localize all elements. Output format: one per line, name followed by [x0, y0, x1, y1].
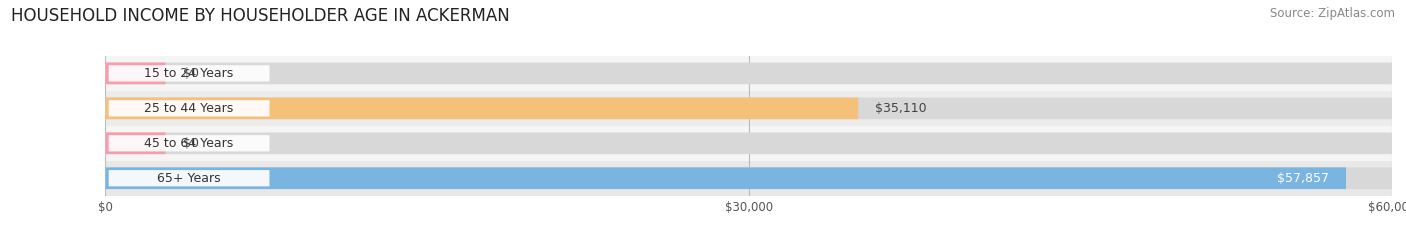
Text: 65+ Years: 65+ Years — [157, 172, 221, 185]
FancyBboxPatch shape — [105, 167, 1346, 189]
Bar — [105, 161, 1392, 196]
FancyBboxPatch shape — [105, 97, 858, 119]
Text: $57,857: $57,857 — [1277, 172, 1329, 185]
Text: 45 to 64 Years: 45 to 64 Years — [145, 137, 233, 150]
FancyBboxPatch shape — [105, 132, 1392, 154]
FancyBboxPatch shape — [108, 100, 270, 116]
FancyBboxPatch shape — [105, 97, 1392, 119]
FancyBboxPatch shape — [108, 65, 270, 82]
FancyBboxPatch shape — [105, 62, 1392, 84]
Text: 25 to 44 Years: 25 to 44 Years — [145, 102, 233, 115]
Bar — [105, 56, 1392, 91]
Bar — [105, 126, 1392, 161]
FancyBboxPatch shape — [105, 167, 1392, 189]
FancyBboxPatch shape — [108, 135, 270, 151]
FancyBboxPatch shape — [105, 132, 166, 154]
FancyBboxPatch shape — [108, 170, 270, 186]
Text: 15 to 24 Years: 15 to 24 Years — [145, 67, 233, 80]
Text: $0: $0 — [183, 67, 198, 80]
Text: $0: $0 — [183, 137, 198, 150]
FancyBboxPatch shape — [105, 62, 166, 84]
Bar — [105, 91, 1392, 126]
Text: $35,110: $35,110 — [876, 102, 927, 115]
Text: Source: ZipAtlas.com: Source: ZipAtlas.com — [1270, 7, 1395, 20]
Text: HOUSEHOLD INCOME BY HOUSEHOLDER AGE IN ACKERMAN: HOUSEHOLD INCOME BY HOUSEHOLDER AGE IN A… — [11, 7, 510, 25]
